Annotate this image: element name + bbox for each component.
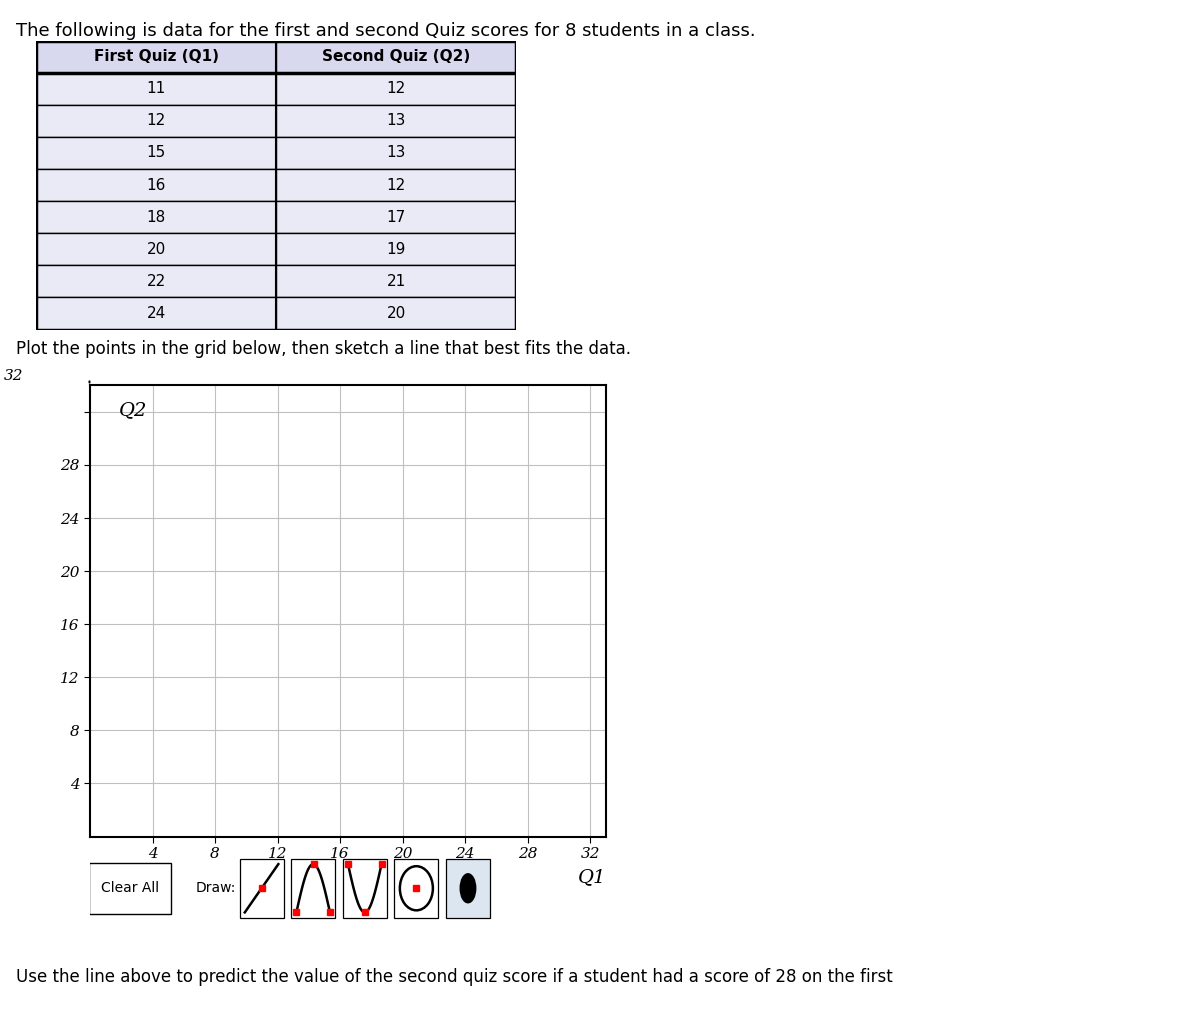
Bar [276, 201, 516, 233]
Bar [276, 104, 516, 137]
Bar [276, 41, 516, 73]
Bar [36, 233, 276, 266]
Text: Use the line above to predict the value of the second quiz score if a student ha: Use the line above to predict the value … [16, 968, 893, 987]
Text: 15: 15 [146, 145, 166, 160]
Bar [36, 169, 276, 201]
Text: 32: 32 [4, 369, 23, 383]
Bar [292, 859, 335, 918]
Text: 16: 16 [146, 177, 166, 193]
Bar [276, 137, 516, 169]
Bar [276, 169, 516, 201]
Bar [446, 859, 490, 918]
Bar [36, 137, 276, 169]
Text: 20: 20 [386, 306, 406, 321]
Text: 19: 19 [386, 241, 406, 257]
Text: 13: 13 [386, 145, 406, 160]
Text: 17: 17 [386, 210, 406, 225]
Text: 12: 12 [146, 114, 166, 129]
Bar [36, 201, 276, 233]
Text: 11: 11 [146, 81, 166, 96]
Bar [36, 73, 276, 104]
Bar [276, 233, 516, 266]
Text: Q1: Q1 [577, 868, 606, 886]
Text: 20: 20 [146, 241, 166, 257]
Bar [36, 41, 276, 73]
Text: Second Quiz (Q2): Second Quiz (Q2) [322, 49, 470, 64]
Bar [276, 266, 516, 297]
FancyBboxPatch shape [89, 863, 172, 914]
Text: 12: 12 [386, 177, 406, 193]
Bar [36, 297, 276, 330]
Bar [36, 104, 276, 137]
Text: 12: 12 [386, 81, 406, 96]
Bar [276, 73, 516, 104]
Bar [36, 266, 276, 297]
Text: Plot the points in the grid below, then sketch a line that best fits the data.: Plot the points in the grid below, then … [16, 340, 631, 358]
Ellipse shape [461, 874, 475, 902]
Bar [240, 859, 283, 918]
Bar [276, 297, 516, 330]
Bar [343, 859, 386, 918]
Text: Draw:: Draw: [196, 881, 236, 895]
Text: Clear All: Clear All [101, 881, 160, 895]
Text: 21: 21 [386, 274, 406, 289]
Text: 18: 18 [146, 210, 166, 225]
Text: 22: 22 [146, 274, 166, 289]
Text: 24: 24 [146, 306, 166, 321]
Text: First Quiz (Q1): First Quiz (Q1) [94, 49, 218, 64]
Text: The following is data for the first and second Quiz scores for 8 students in a c: The following is data for the first and … [16, 22, 755, 41]
Bar [395, 859, 438, 918]
Text: 13: 13 [386, 114, 406, 129]
Text: Q2: Q2 [119, 402, 146, 419]
